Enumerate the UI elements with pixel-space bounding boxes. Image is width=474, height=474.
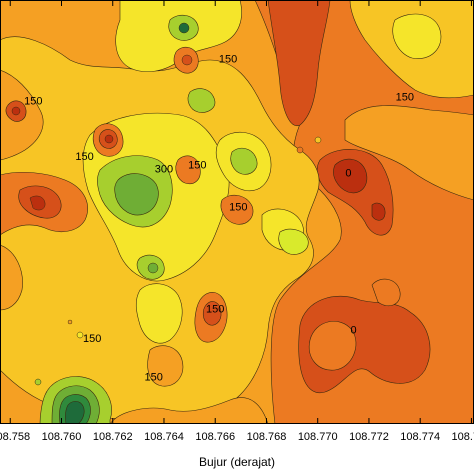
x-tick-label: 108.760 [42,431,82,443]
contour-label: 150 [396,91,414,103]
x-tick-label: 108.776 [452,431,474,443]
x-tick-label: 108.768 [247,431,287,443]
contour-region-spot-southwest [147,345,184,387]
contour-region-spot-east-low2 [333,158,368,194]
contour-region-green-center-2 [114,173,159,216]
contour-speckle-5 [314,136,322,144]
contour-region-right-edge-blob [371,278,401,307]
x-tick-label: 108.774 [400,431,440,443]
x-tick-label: 108.758 [0,431,30,443]
x-axis: 108.758 108.760 108.762 108.764 108.766 108.7… [0,0,474,443]
contour-speckle-3 [34,378,42,386]
contour-region-left-dark-mid-core [29,195,46,211]
contour-region-spot-mideast-orange [220,194,254,225]
contour-region-spot-center-core [104,134,114,144]
contour-label: 150 [206,303,224,315]
contour-label: 150 [188,159,206,171]
contour-label: 150 [75,151,93,163]
contour-label: 0 [345,168,351,180]
contour-label: 300 [155,164,173,176]
contour-speckle-2 [67,319,73,325]
contour-region-green-ridge [278,228,309,255]
contour-label: 150 [83,333,101,345]
contour-speckle-4 [296,146,304,154]
contour-region-upper-right-lime [392,13,442,59]
contour-speckle-1 [76,331,84,339]
x-axis-title: Bujur (derajat) [199,455,275,469]
x-tick-label: 108.764 [144,431,184,443]
contour-region-spot-east-small [371,202,386,221]
contour-labels: 150 150 150 300 150 150 150 0 0 150 150 150 [24,53,414,383]
contour-label: 0 [351,325,357,337]
contour-region-left-orange-low [0,244,23,311]
contour-region-spot-mid-orange [175,155,201,185]
contour-region-bottom-orange [109,397,269,424]
contour-label: 150 [24,96,42,108]
x-tick-label: 108.772 [349,431,389,443]
contour-region-spot-south-dark [202,301,222,326]
x-tick-label: 108.766 [195,431,235,443]
x-tick-label: 108.762 [93,431,133,443]
contour-region-peak-sw-4 [65,401,85,424]
contour-region-green-top-core [178,22,190,34]
contour-label: 150 [229,202,247,214]
contour-region-green-east [230,147,258,175]
contour-region-lower-right-low2 [308,321,357,371]
contour-region-green-north [187,88,216,113]
x-tick-label: 108.770 [298,431,338,443]
contour-region-right-mid-yellow [344,105,474,201]
contour-label: 150 [219,53,237,65]
contour-region-green-sw-core [147,262,159,274]
contour-region-left-spot-core [11,106,21,116]
contour-label: 150 [145,371,163,383]
contour-region-spot-north-core [181,54,193,66]
contour-plot-area [0,0,474,424]
contour-region-lime-south [135,283,183,344]
contour-region-right-top-low2 [267,0,331,127]
